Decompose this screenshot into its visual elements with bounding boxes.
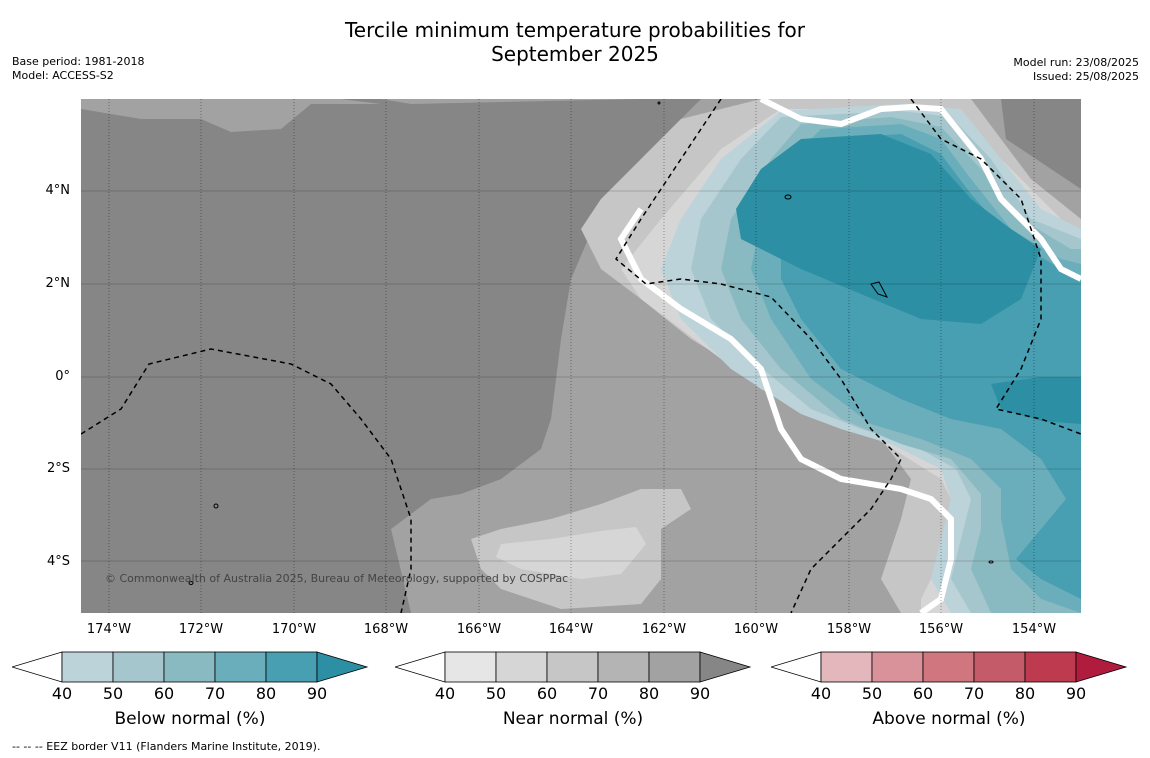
lon-label-160w: 160°W (733, 622, 779, 637)
lon-label-158w: 158°W (826, 622, 872, 637)
near-cbar-seg-0 (444, 651, 497, 683)
near-tick-40: 40 (434, 684, 456, 703)
above-tick-80: 80 (1014, 684, 1036, 703)
title-line-2: September 2025 (491, 42, 659, 66)
island-1 (784, 194, 792, 200)
map-parallels (81, 190, 1081, 562)
island-5 (657, 101, 661, 105)
meta-right: Model run: 23/08/2025 Issued: 25/08/2025 (1013, 56, 1139, 84)
copyright-notice: © Commonwealth of Australia 2025, Bureau… (105, 572, 569, 585)
lat-label-0: 0° (55, 369, 70, 384)
above-tick-70: 70 (963, 684, 985, 703)
below-tick-70: 70 (204, 684, 226, 703)
near-cbar-over (699, 651, 752, 683)
below-cbar-seg-3 (214, 651, 267, 683)
near-tick-50: 50 (485, 684, 507, 703)
below-tick-80: 80 (255, 684, 277, 703)
lon-label-156w: 156°W (918, 622, 964, 637)
below-tick-40: 40 (51, 684, 73, 703)
lon-label-164w: 164°W (548, 622, 594, 637)
above-cbar-seg-4 (1024, 651, 1077, 683)
lat-label-4n: 4°N (45, 183, 71, 198)
above-cbar-seg-1 (871, 651, 924, 683)
colorbar-below-svg (10, 651, 369, 683)
lon-label-154w: 154°W (1011, 622, 1057, 637)
eez-borders (81, 99, 1081, 613)
title-line-1: Tercile minimum temperature probabilitie… (344, 18, 806, 42)
colorbar-near-svg (393, 651, 752, 683)
below-cbar-over (316, 651, 369, 683)
island-6 (988, 560, 994, 564)
below-cbar-under (10, 651, 63, 683)
above-cbar-under (769, 651, 822, 683)
near-tick-70: 70 (587, 684, 609, 703)
lat-label-4s: 4°S (46, 554, 70, 569)
below-cbar-seg-0 (61, 651, 114, 683)
above-tick-50: 50 (861, 684, 883, 703)
below-tick-50: 50 (102, 684, 124, 703)
near-cbar-seg-3 (597, 651, 650, 683)
colorbar-near (393, 651, 755, 687)
colorbar-near-label: Near normal (%) (502, 709, 644, 729)
below-cbar-seg-1 (112, 651, 165, 683)
model-name: Model: ACCESS-S2 (12, 69, 114, 82)
eez-footnote: -- -- -- EEZ border V11 (Flanders Marine… (12, 740, 321, 753)
below-cbar-seg-4 (265, 651, 318, 683)
eez-border-central-north (615, 99, 902, 613)
near-cbar-seg-2 (546, 651, 599, 683)
colorbar-below (10, 651, 372, 687)
near-cbar-seg-4 (648, 651, 701, 683)
lon-label-162w: 162°W (641, 622, 687, 637)
above-cbar-seg-0 (820, 651, 873, 683)
colorbar-below-label: Below normal (%) (114, 709, 266, 729)
lat-label-2n: 2°N (45, 276, 71, 291)
near-tick-80: 80 (638, 684, 660, 703)
above-cbar-seg-3 (973, 651, 1026, 683)
below-tick-90: 90 (306, 684, 328, 703)
below-tick-60: 60 (153, 684, 175, 703)
island-4 (188, 581, 194, 585)
lon-label-168w: 168°W (363, 622, 409, 637)
above-cbar-over (1075, 651, 1128, 683)
above-cbar-seg-2 (922, 651, 975, 683)
colorbar-above-svg (769, 651, 1128, 683)
above-tick-40: 40 (810, 684, 832, 703)
near-tick-60: 60 (536, 684, 558, 703)
meta-left: Base period: 1981-2018 Model: ACCESS-S2 (12, 55, 144, 83)
near-tick-90: 90 (689, 684, 711, 703)
above-tick-60: 60 (912, 684, 934, 703)
field-near-80-top (81, 99, 381, 132)
above-tick-90: 90 (1065, 684, 1087, 703)
near-cbar-under (393, 651, 446, 683)
island-3 (213, 503, 219, 509)
field-below-90-east (991, 377, 1081, 424)
lon-label-172w: 172°W (178, 622, 224, 637)
lat-label-2s: 2°S (46, 461, 70, 476)
field-below-90 (736, 134, 1041, 324)
lon-label-170w: 170°W (271, 622, 317, 637)
white-boundary (617, 99, 1081, 613)
colorbar-above-label: Above normal (%) (872, 709, 1026, 729)
map-panel: © Commonwealth of Australia 2025, Bureau… (81, 99, 1081, 613)
eez-border-west (81, 348, 412, 613)
base-period: Base period: 1981-2018 (12, 55, 145, 68)
colorbar-above (769, 651, 1131, 687)
island-2 (870, 281, 889, 298)
islands (188, 101, 994, 585)
below-cbar-seg-2 (163, 651, 216, 683)
lon-label-174w: 174°W (86, 622, 132, 637)
issued-date: Issued: 25/08/2025 (1032, 70, 1139, 83)
map-svg (81, 99, 1081, 613)
map-title: Tercile minimum temperature probabilitie… (0, 18, 1150, 66)
near-cbar-seg-1 (495, 651, 548, 683)
lon-label-166w: 166°W (456, 622, 502, 637)
eez-border-east (910, 99, 1081, 435)
model-run: Model run: 23/08/2025 (1013, 56, 1139, 69)
